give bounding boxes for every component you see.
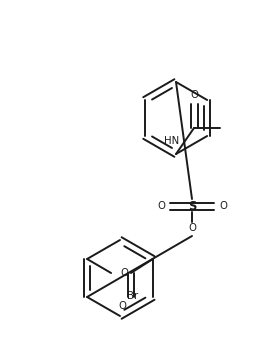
Text: HN: HN (164, 136, 180, 146)
Text: O: O (190, 90, 198, 100)
Text: O: O (157, 201, 165, 211)
Text: S: S (188, 199, 196, 213)
Text: O: O (219, 201, 227, 211)
Text: O: O (118, 301, 126, 311)
Text: Br: Br (127, 291, 138, 301)
Text: O: O (120, 268, 128, 278)
Text: O: O (188, 223, 196, 233)
